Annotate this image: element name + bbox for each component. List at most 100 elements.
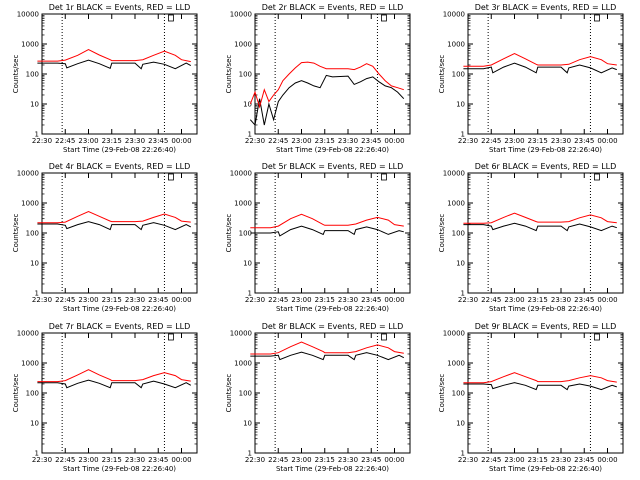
chart-title: Det 9r BLACK = Events, RED = LLD	[475, 322, 617, 331]
x-tick-label: 23:45	[148, 456, 168, 464]
x-tick-label: 22:45	[268, 296, 288, 304]
y-tick-label: 100	[452, 230, 465, 238]
x-tick-label: 22:45	[55, 296, 75, 304]
x-axis-label: Start Time (29-Feb-08 22:26:40)	[489, 465, 602, 473]
y-tick-label: 100	[26, 71, 39, 79]
y-tick-label: 10	[30, 101, 39, 109]
y-tick-label: 1000	[234, 200, 252, 208]
y-tick-label: 1	[248, 131, 252, 139]
x-tick-label: 23:00	[504, 296, 524, 304]
x-tick-label: 22:45	[481, 137, 501, 145]
x-tick-label: 23:30	[125, 296, 145, 304]
y-tick-label: 1000	[447, 360, 465, 368]
plot-frame	[467, 13, 624, 135]
series-line-black	[250, 225, 404, 237]
y-tick-label: 100	[452, 71, 465, 79]
series-line-black	[463, 62, 617, 74]
x-tick-label: 22:45	[55, 137, 75, 145]
series-line-black	[249, 74, 405, 127]
y-tick-label: 1	[461, 450, 465, 458]
y-axis-label: Counts/sec	[12, 55, 20, 94]
x-tick-label: 23:00	[291, 296, 311, 304]
chart-panel-6: Det 6r BLACK = Events, RED = LLD 1 10 100 10…	[438, 162, 624, 313]
x-tick-label: 22:30	[458, 296, 478, 304]
x-tick-label: 23:15	[528, 296, 548, 304]
corner-box-marker	[168, 333, 174, 341]
y-tick-label: 1	[35, 450, 39, 458]
x-tick-label: 23:30	[338, 137, 358, 145]
y-axis-label: Counts/sec	[12, 374, 20, 413]
x-tick-label: 22:30	[32, 137, 52, 145]
y-axis-label: Counts/sec	[438, 374, 446, 413]
y-tick-label: 100	[239, 230, 252, 238]
plot-frame	[41, 332, 198, 454]
x-tick-label: 22:45	[481, 296, 501, 304]
x-tick-label: 23:45	[574, 137, 594, 145]
plot-frame	[467, 172, 624, 294]
chart-title: Det 2r BLACK = Events, RED = LLD	[262, 3, 404, 12]
y-tick-label: 100	[26, 390, 39, 398]
y-tick-label: 1000	[447, 200, 465, 208]
x-tick-label: 23:00	[78, 296, 98, 304]
corner-box-marker	[594, 173, 600, 181]
series-line-red	[249, 61, 404, 109]
x-tick-label: 23:30	[551, 137, 571, 145]
x-tick-label: 00:00	[384, 296, 404, 304]
chart-panel-5: Det 5r BLACK = Events, RED = LLD 1 10 100 10…	[225, 162, 411, 313]
y-tick-label: 1	[248, 450, 252, 458]
chart-panel-1: Det 1r BLACK = Events, RED = LLD 1 10 100 10…	[12, 3, 198, 154]
y-tick-label: 10000	[443, 11, 465, 19]
series-line-red	[463, 212, 617, 224]
x-tick-label: 22:30	[32, 456, 52, 464]
y-tick-label: 1	[35, 290, 39, 298]
x-tick-label: 22:30	[245, 296, 265, 304]
plot-frame	[254, 332, 411, 454]
series-line-red	[463, 372, 617, 384]
plot-frame	[254, 13, 411, 135]
y-tick-label: 1000	[234, 41, 252, 49]
x-tick-label: 23:45	[148, 296, 168, 304]
y-tick-label: 100	[239, 390, 252, 398]
y-tick-label: 1	[461, 131, 465, 139]
x-tick-label: 23:00	[504, 137, 524, 145]
x-tick-label: 00:00	[384, 456, 404, 464]
x-tick-label: 23:30	[125, 456, 145, 464]
x-tick-label: 22:30	[32, 296, 52, 304]
series-line-red	[37, 49, 191, 63]
x-tick-label: 00:00	[597, 456, 617, 464]
corner-box-marker	[168, 173, 174, 181]
chart-title: Det 4r BLACK = Events, RED = LLD	[49, 162, 191, 171]
series-line-black	[250, 351, 405, 361]
corner-box-marker	[381, 173, 387, 181]
x-tick-label: 00:00	[597, 296, 617, 304]
corner-box-marker	[594, 333, 600, 341]
series-line-black	[463, 382, 617, 391]
y-tick-label: 100	[26, 230, 39, 238]
y-axis-label: Counts/sec	[225, 374, 233, 413]
x-tick-label: 00:00	[384, 137, 404, 145]
x-tick-label: 23:30	[338, 296, 358, 304]
y-tick-label: 1000	[21, 200, 39, 208]
x-tick-label: 23:45	[361, 296, 381, 304]
y-axis-label: Counts/sec	[438, 55, 446, 94]
chart-title: Det 8r BLACK = Events, RED = LLD	[262, 322, 404, 331]
x-tick-label: 23:30	[551, 296, 571, 304]
x-tick-label: 23:15	[528, 456, 548, 464]
x-axis-label: Start Time (29-Feb-08 22:26:40)	[276, 305, 389, 313]
y-axis-label: Counts/sec	[225, 214, 233, 253]
y-tick-label: 10	[456, 101, 465, 109]
y-tick-label: 100	[452, 390, 465, 398]
chart-title: Det 5r BLACK = Events, RED = LLD	[262, 162, 404, 171]
y-tick-label: 10	[456, 260, 465, 268]
x-tick-label: 22:30	[458, 456, 478, 464]
y-tick-label: 1	[35, 131, 39, 139]
x-tick-label: 23:00	[291, 137, 311, 145]
chart-panel-7: Det 7r BLACK = Events, RED = LLD 1 10 100 10…	[12, 322, 198, 473]
x-tick-label: 23:00	[504, 456, 524, 464]
y-tick-label: 1000	[21, 41, 39, 49]
series-line-black	[37, 59, 192, 70]
x-tick-label: 22:30	[458, 137, 478, 145]
x-tick-label: 23:15	[315, 296, 335, 304]
series-line-red	[37, 210, 191, 224]
